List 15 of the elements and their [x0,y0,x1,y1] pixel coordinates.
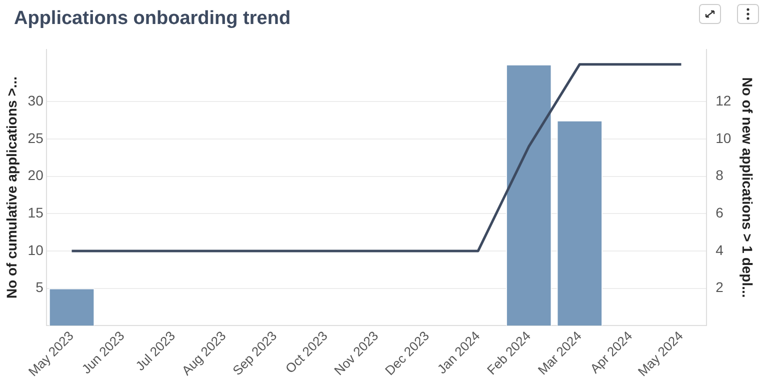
y-tick-label: 5 [36,279,44,296]
y-tick-label: 20 [28,167,44,184]
y-tick-label: 10 [28,242,44,258]
y2-tick-label: 8 [716,167,724,184]
y2-tick-label: 12 [716,92,732,109]
y2-axis-title: No of new applications > 1 depl... [740,77,756,298]
y-tick-label: 15 [28,204,44,220]
y2-tick-label: 4 [716,242,724,258]
y2-tick-label: 2 [716,279,724,296]
chart-title: Applications onboarding trend [14,8,291,30]
y-axis-title: No of cumulative applications >... [3,76,20,299]
y-tick-label: 25 [28,130,44,146]
y2-tick-label: 10 [716,130,732,146]
y-tick-label: 30 [28,92,44,109]
y2-tick-label: 6 [716,204,724,220]
